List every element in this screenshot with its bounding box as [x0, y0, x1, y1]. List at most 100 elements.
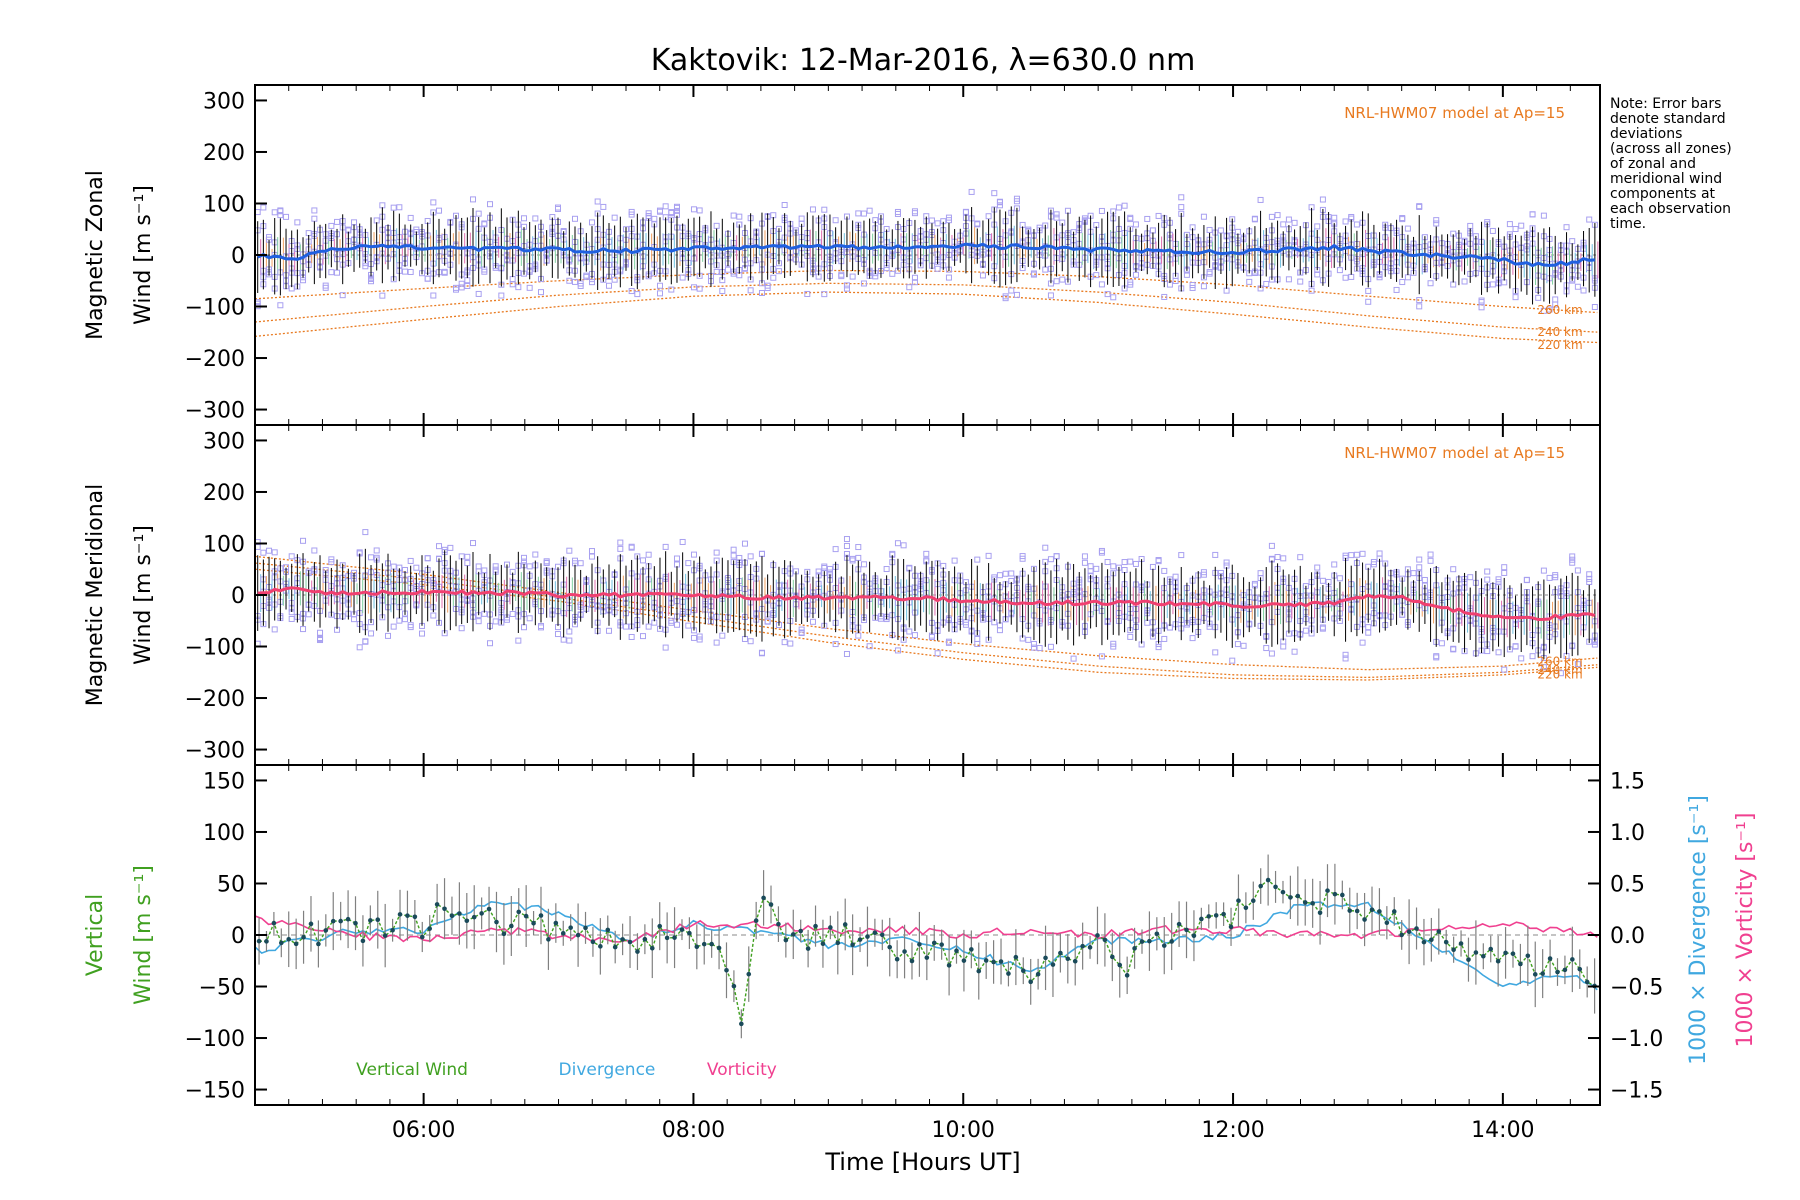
sample-point: [855, 554, 862, 561]
sample-point: [764, 618, 771, 625]
vertical-wind-point: [1525, 953, 1531, 959]
x-tick-label: 10:00: [932, 1118, 995, 1143]
sample-point: [747, 638, 754, 645]
sample-point: [1030, 641, 1037, 648]
sample-point: [583, 273, 590, 280]
sample-point: [719, 632, 726, 639]
sample-point: [724, 266, 731, 273]
sample-point: [1353, 221, 1360, 228]
sample-point: [1302, 627, 1309, 634]
legend-entry: Vorticity: [707, 1060, 777, 1080]
vertical-wind-point: [1243, 905, 1249, 911]
vertical-wind-point: [746, 971, 752, 977]
sample-point: [328, 222, 335, 229]
sample-point: [1098, 207, 1105, 214]
vertical-wind-point: [1399, 932, 1404, 938]
vertical-wind-point: [330, 918, 336, 924]
sample-point: [1285, 216, 1292, 223]
legend-entry: Vertical Wind: [356, 1060, 468, 1080]
sample-point: [826, 565, 833, 572]
sample-point: [1495, 579, 1502, 586]
sample-point: [1342, 651, 1349, 658]
sample-point: [515, 284, 522, 291]
vertical-wind-point: [931, 940, 937, 946]
vertical-ylabel-line2: Wind [m s⁻¹]: [131, 865, 156, 1005]
sample-point: [521, 215, 527, 222]
y2-tick-label: 0.5: [1610, 872, 1645, 897]
sample-point: [396, 204, 403, 211]
sample-point: [832, 217, 839, 224]
vertical-wind-point: [449, 913, 455, 919]
sample-point: [277, 302, 284, 309]
vertical-wind-point: [1110, 954, 1115, 960]
vertical-wind-point: [464, 918, 470, 924]
sample-point: [430, 199, 437, 206]
sample-point: [470, 540, 477, 547]
sample-point: [645, 551, 652, 558]
vertical-x-ticks: [254, 765, 1571, 1105]
sample-point: [571, 278, 578, 285]
sample-point: [1268, 650, 1275, 657]
sample-point: [566, 637, 573, 644]
y-tick-label: −300: [185, 739, 245, 764]
vertical-wind-point: [382, 933, 388, 938]
sample-point: [662, 203, 669, 210]
sample-point: [1053, 278, 1060, 285]
sample-point: [668, 617, 675, 624]
sample-point: [673, 555, 680, 562]
vertical-wind-point: [1406, 929, 1412, 935]
sample-point: [362, 638, 369, 645]
sample-point: [1013, 291, 1020, 298]
sample-point: [1172, 277, 1179, 284]
sample-point: [1155, 644, 1162, 651]
vertical-wind-point: [1584, 979, 1590, 985]
sample-point: [379, 292, 386, 299]
sample-point: [413, 564, 420, 571]
sample-point: [1240, 642, 1247, 649]
sample-point: [866, 207, 873, 214]
vertical-wind-point: [1302, 900, 1308, 905]
sample-point: [849, 273, 856, 280]
vertical-wind-point: [1065, 956, 1071, 962]
vertical-wind-point: [694, 944, 700, 950]
sample-point: [554, 204, 561, 211]
vertical-wind-point: [1236, 898, 1241, 903]
x-tick-label: 08:00: [662, 1118, 725, 1143]
sample-point: [1518, 655, 1525, 662]
vertical-wind-point: [857, 937, 863, 942]
vertical-wind-point: [620, 937, 625, 942]
sample-point: [1127, 558, 1134, 565]
sample-point: [673, 621, 680, 628]
sample-point: [781, 202, 788, 209]
mean-wind-line: [257, 586, 1596, 622]
sample-point: [656, 207, 663, 214]
sample-point: [407, 268, 414, 275]
sample-point: [402, 616, 409, 623]
vertical-wind-point: [1325, 888, 1330, 893]
sample-point: [1569, 559, 1576, 566]
sample-point: [1291, 219, 1298, 226]
note-line: Note: Error bars: [1610, 96, 1721, 112]
vertical-wind-point: [1481, 953, 1486, 959]
sample-point: [334, 218, 341, 225]
vertical-wind-point: [961, 958, 967, 963]
y2-tick-label: 0.0: [1610, 924, 1645, 949]
sample-point: [1229, 657, 1236, 664]
sample-point: [1297, 278, 1304, 285]
sample-point: [1144, 215, 1151, 222]
sample-point: [685, 622, 692, 629]
sample-point: [1427, 551, 1434, 558]
y-tick-label: 100: [203, 532, 245, 557]
vertical-wind-point: [568, 925, 573, 930]
vertical-wind-point: [1258, 883, 1264, 889]
x-axis-tick-labels: 06:00 08:00 10:00 12:00 14:00: [392, 1118, 1535, 1143]
sample-point: [1359, 639, 1366, 646]
vertical-wind-point: [1280, 889, 1286, 895]
sample-point: [1399, 279, 1406, 286]
vertical-wind-point: [264, 939, 269, 944]
sample-point: [1132, 221, 1139, 228]
sample-point: [521, 558, 527, 565]
sample-point: [1200, 571, 1207, 578]
sample-point: [424, 555, 431, 562]
